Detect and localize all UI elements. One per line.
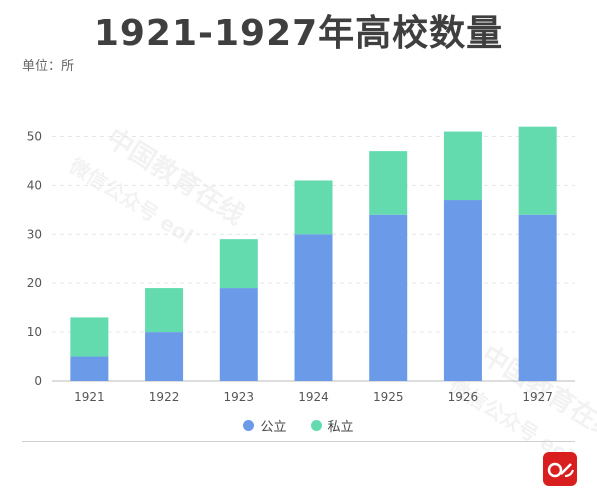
bar-segment-private [219, 239, 258, 289]
y-tick-label: 20 [27, 276, 42, 290]
x-tick-label: 1926 [448, 390, 479, 404]
eol-logo-icon [547, 462, 574, 478]
legend-item-private[interactable]: 私立 [310, 416, 354, 435]
divider [22, 441, 575, 442]
bar-segment-private [443, 131, 482, 201]
bar-segment-private [369, 151, 408, 215]
eol-logo [543, 452, 577, 486]
bar-segment-public [219, 288, 258, 381]
legend-item-public[interactable]: 公立 [243, 416, 287, 435]
y-tick-label: 30 [27, 227, 42, 241]
bar-segment-public [70, 356, 109, 381]
legend: 公立 私立 [0, 416, 597, 435]
y-tick-label: 0 [34, 374, 42, 388]
bar-segment-public [369, 214, 408, 381]
bar-segment-public [145, 332, 184, 381]
bar-segment-private [294, 180, 333, 235]
chart-title: 1921-1927年高校数量 [93, 13, 504, 54]
legend-label-private: 私立 [327, 420, 354, 435]
legend-label-public: 公立 [260, 420, 287, 435]
bar-segment-public [294, 234, 333, 381]
x-tick-label: 1925 [373, 390, 404, 404]
x-tick-label: 1927 [522, 390, 553, 404]
y-tick-label: 50 [27, 129, 42, 143]
bar-segment-private [145, 288, 184, 333]
bar-segment-public [518, 214, 557, 381]
bar-segment-public [443, 200, 482, 381]
x-tick-label: 1924 [298, 390, 329, 404]
legend-swatch-public [243, 420, 255, 431]
legend-swatch-private [310, 420, 322, 431]
unit-label: 单位：所 [22, 59, 75, 74]
y-tick-label: 10 [27, 325, 42, 339]
y-tick-label: 40 [27, 178, 42, 192]
x-tick-label: 1922 [149, 390, 180, 404]
bar-segment-private [70, 317, 109, 357]
x-tick-label: 1921 [74, 390, 105, 404]
x-tick-label: 1923 [224, 390, 255, 404]
bar-segment-private [518, 126, 557, 215]
